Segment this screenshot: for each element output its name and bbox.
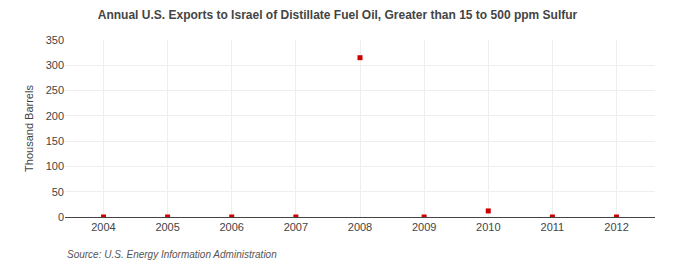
svg-text:50: 50	[52, 186, 64, 198]
svg-text:2007: 2007	[284, 221, 308, 233]
svg-text:Thousand Barrels: Thousand Barrels	[23, 85, 35, 172]
svg-text:100: 100	[46, 160, 64, 172]
svg-text:Source: U.S. Energy Informatio: Source: U.S. Energy Information Administ…	[67, 249, 277, 260]
svg-text:350: 350	[46, 34, 64, 46]
svg-text:2004: 2004	[91, 221, 115, 233]
svg-text:200: 200	[46, 110, 64, 122]
svg-text:300: 300	[46, 59, 64, 71]
svg-text:250: 250	[46, 84, 64, 96]
svg-text:2012: 2012	[604, 221, 628, 233]
svg-text:2009: 2009	[412, 221, 436, 233]
svg-text:2006: 2006	[219, 221, 243, 233]
svg-text:Annual U.S. Exports to Israel: Annual U.S. Exports to Israel of Distill…	[98, 8, 578, 22]
svg-text:2011: 2011	[541, 221, 565, 233]
svg-text:150: 150	[46, 135, 64, 147]
svg-text:2008: 2008	[348, 221, 372, 233]
svg-text:0: 0	[58, 211, 64, 223]
svg-text:2005: 2005	[155, 221, 179, 233]
svg-text:2010: 2010	[476, 221, 500, 233]
